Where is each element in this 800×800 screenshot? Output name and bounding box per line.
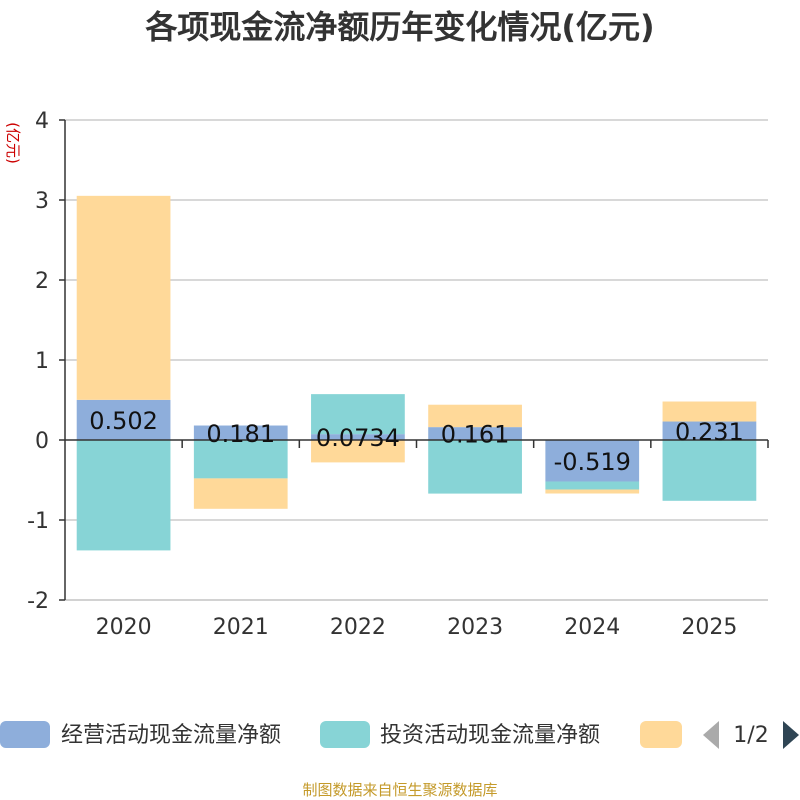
bar-2024-series-0 xyxy=(545,440,640,482)
y-tick-label: 1 xyxy=(35,349,49,374)
legend-page-indicator: 1/2 xyxy=(733,723,768,748)
data-label-2020: 0.502 xyxy=(89,407,158,435)
legend-next-page-icon[interactable] xyxy=(783,721,799,749)
bar-2023-series-2 xyxy=(428,404,522,428)
x-tick-labels: 2020 2021 2022 2023 2024 2025 xyxy=(96,615,738,640)
bar-2025-series-0 xyxy=(662,421,757,440)
x-tick-label-2021: 2021 xyxy=(213,615,269,640)
data-label-2022: 0.0734 xyxy=(316,424,400,452)
bar-2020-series-0 xyxy=(76,399,171,440)
legend-label-operating[interactable]: 经营活动现金流量净额 xyxy=(61,723,281,748)
y-tick-label: 3 xyxy=(35,189,49,214)
bar-2022-series-1 xyxy=(311,394,405,435)
bar-2023-series-1 xyxy=(428,440,522,494)
y-axis-label: (亿元) xyxy=(4,122,22,164)
bar-2021-series-1 xyxy=(193,440,288,479)
legend-prev-page-icon[interactable] xyxy=(703,721,719,749)
x-tick-label-2023: 2023 xyxy=(447,615,503,640)
legend: 经营活动现金流量净额 投资活动现金流量净额 1/2 xyxy=(0,721,799,749)
bar-2025-series-1 xyxy=(662,440,757,501)
legend-swatch-operating[interactable] xyxy=(0,721,50,748)
y-tick-label: 4 xyxy=(35,109,49,134)
data-label-2025: 0.231 xyxy=(675,418,744,446)
bar-2022-series-2 xyxy=(311,440,405,463)
data-label-2021: 0.181 xyxy=(206,420,275,448)
legend-swatch-investing[interactable] xyxy=(320,721,370,748)
bar-2025-series-2 xyxy=(662,401,757,422)
legend-label-investing[interactable]: 投资活动现金流量净额 xyxy=(380,723,600,748)
y-tick-label: 2 xyxy=(35,269,49,294)
bar-2024-series-2 xyxy=(545,489,640,494)
x-tick-label-2024: 2024 xyxy=(564,615,620,640)
bar-2021-series-0 xyxy=(193,425,288,440)
bar-2021-series-2 xyxy=(193,478,288,509)
bar-2020-series-2 xyxy=(76,195,171,400)
data-label-2024: -0.519 xyxy=(554,448,631,476)
x-tick-label-2020: 2020 xyxy=(96,615,152,640)
axes xyxy=(59,119,769,601)
legend-swatch-financing[interactable] xyxy=(640,721,682,748)
y-tick-label: -1 xyxy=(27,509,49,534)
bars xyxy=(76,195,757,551)
data-label-2023: 0.161 xyxy=(441,421,510,449)
x-tick-label-2025: 2025 xyxy=(681,615,737,640)
y-tick-label: 0 xyxy=(35,429,49,454)
bar-2022-series-0 xyxy=(311,434,405,440)
y-tick-labels: -2 -1 0 1 2 3 4 xyxy=(27,109,49,614)
data-labels: 0.502 0.181 0.0734 0.161 -0.519 0.231 xyxy=(89,407,744,476)
bar-2024-series-1 xyxy=(545,481,640,490)
chart-title: 各项现金流净额历年变化情况(亿元) xyxy=(145,8,654,46)
bar-2020-series-1 xyxy=(76,440,171,551)
x-tick-label-2022: 2022 xyxy=(330,615,386,640)
source-note: 制图数据来自恒生聚源数据库 xyxy=(302,781,497,799)
y-tick-label: -2 xyxy=(27,589,49,614)
bar-2023-series-0 xyxy=(428,427,522,440)
